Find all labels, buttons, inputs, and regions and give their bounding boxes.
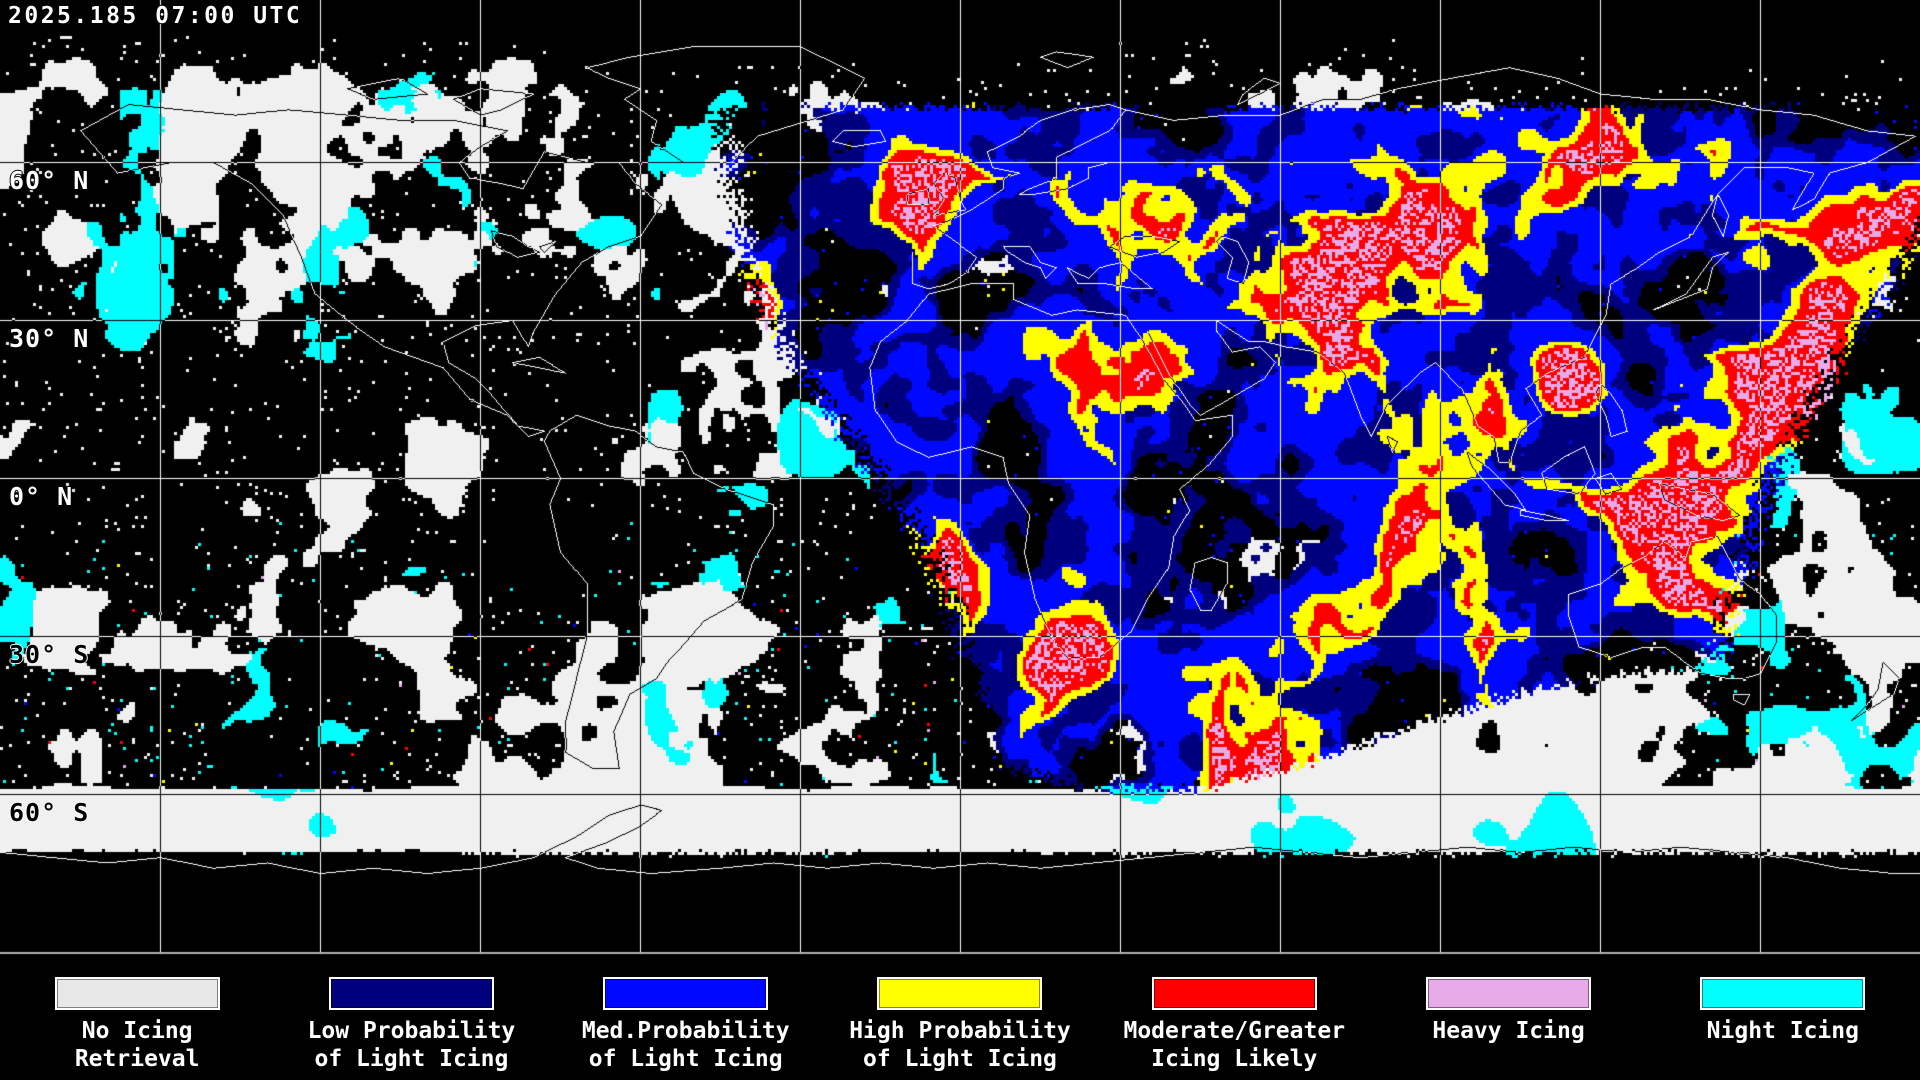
legend-label: of Light Icing bbox=[314, 1046, 509, 1072]
legend-swatch-no-icing bbox=[54, 977, 220, 1010]
legend-swatch-low-probability bbox=[328, 977, 494, 1010]
legend-label: of Light Icing bbox=[863, 1046, 1057, 1072]
world-icing-map-canvas bbox=[0, 0, 1920, 966]
timestamp: 2025.185 07:00 UTC bbox=[8, 3, 303, 29]
latitude-label-30n: 30° N bbox=[9, 324, 90, 353]
latitude-label-0n: 0° N bbox=[9, 482, 74, 511]
legend-swatch-heavy-icing bbox=[1426, 977, 1592, 1010]
legend-label: Icing Likely bbox=[1151, 1046, 1318, 1072]
legend-label: Night Icing bbox=[1706, 1018, 1859, 1044]
legend-item-heavy-icing: Heavy Icing bbox=[1371, 965, 1645, 1080]
legend-label: Retrieval bbox=[74, 1046, 200, 1072]
legend-swatch-med-probability bbox=[603, 977, 769, 1010]
legend-label: Med.Probability bbox=[581, 1018, 790, 1044]
legend-swatch-night-icing bbox=[1700, 977, 1866, 1010]
legend-item-moderate-greater: Moderate/Greater Icing Likely bbox=[1097, 965, 1371, 1080]
latitude-label-60n: 60° N bbox=[9, 166, 90, 195]
legend-item-high-probability: High Probability of Light Icing bbox=[823, 965, 1097, 1080]
latitude-label-30s: 30° S bbox=[9, 640, 90, 669]
legend-item-night-icing: Night Icing bbox=[1646, 965, 1920, 1080]
legend-label: Heavy Icing bbox=[1432, 1018, 1585, 1044]
legend-label: No Icing bbox=[81, 1018, 193, 1044]
legend-label: of Light Icing bbox=[588, 1046, 783, 1072]
latitude-label-60s: 60° S bbox=[9, 798, 90, 827]
legend-label: Moderate/Greater bbox=[1123, 1018, 1346, 1044]
legend: No Icing Retrieval Low Probability of Ligh… bbox=[0, 965, 1920, 1080]
legend-swatch-high-probability bbox=[877, 977, 1043, 1010]
legend-item-low-probability: Low Probability of Light Icing bbox=[274, 965, 548, 1080]
legend-item-med-probability: Med.Probability of Light Icing bbox=[549, 965, 823, 1080]
legend-label: Low Probability bbox=[307, 1018, 516, 1044]
legend-item-no-icing: No Icing Retrieval bbox=[0, 965, 274, 1080]
legend-label: High Probability bbox=[849, 1018, 1071, 1044]
legend-swatch-moderate-greater bbox=[1151, 977, 1317, 1010]
